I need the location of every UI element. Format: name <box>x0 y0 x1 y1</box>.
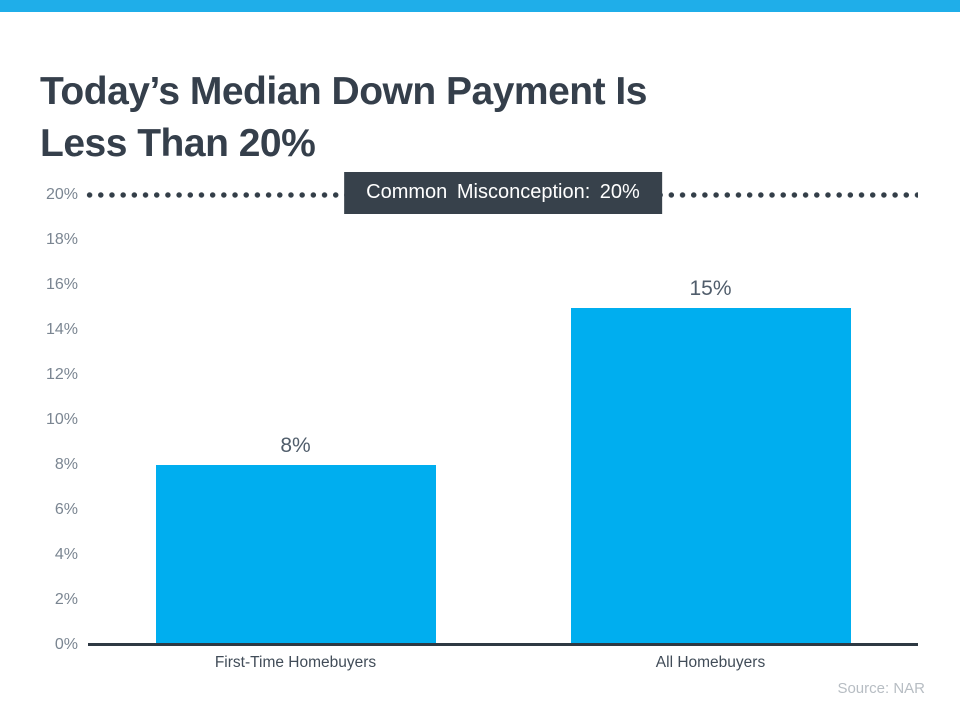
bar-value-label: 8% <box>280 434 311 457</box>
y-tick-label: 16% <box>45 276 78 293</box>
y-tick-label: 18% <box>45 231 78 248</box>
y-tick-label: 10% <box>45 411 78 428</box>
y-tick-label: 12% <box>45 366 78 383</box>
bar-first-time-homebuyers <box>155 465 436 645</box>
y-tick-label: 8% <box>54 456 78 473</box>
x-category-label: All Homebuyers <box>655 654 766 671</box>
y-tick-label: 2% <box>54 591 78 608</box>
y-tick-label: 6% <box>54 501 78 518</box>
bar-all-homebuyers <box>570 307 851 645</box>
bar-slot: 8% First-Time Homebuyers <box>88 195 503 671</box>
x-axis-line <box>88 643 918 646</box>
top-accent-strip <box>0 0 960 12</box>
plot-area: Common Misconception: 20% 0% 2% 4% 6% 8% 10% 1… <box>46 172 918 671</box>
y-tick-label: 4% <box>54 546 78 563</box>
reference-line-label: Common Misconception: 20% <box>344 172 662 214</box>
y-tick-label: 20% <box>45 186 78 203</box>
x-category-label: First-Time Homebuyers <box>214 654 377 671</box>
bar-value-label: 15% <box>689 276 732 300</box>
bar-slot: 15% All Homebuyers <box>503 195 918 671</box>
y-tick-label: 14% <box>45 321 78 338</box>
source-note: Source: NAR <box>837 680 925 697</box>
page-title: Today’s Median Down Payment Is Less Than… <box>40 70 647 165</box>
y-tick-label: 0% <box>54 636 78 653</box>
